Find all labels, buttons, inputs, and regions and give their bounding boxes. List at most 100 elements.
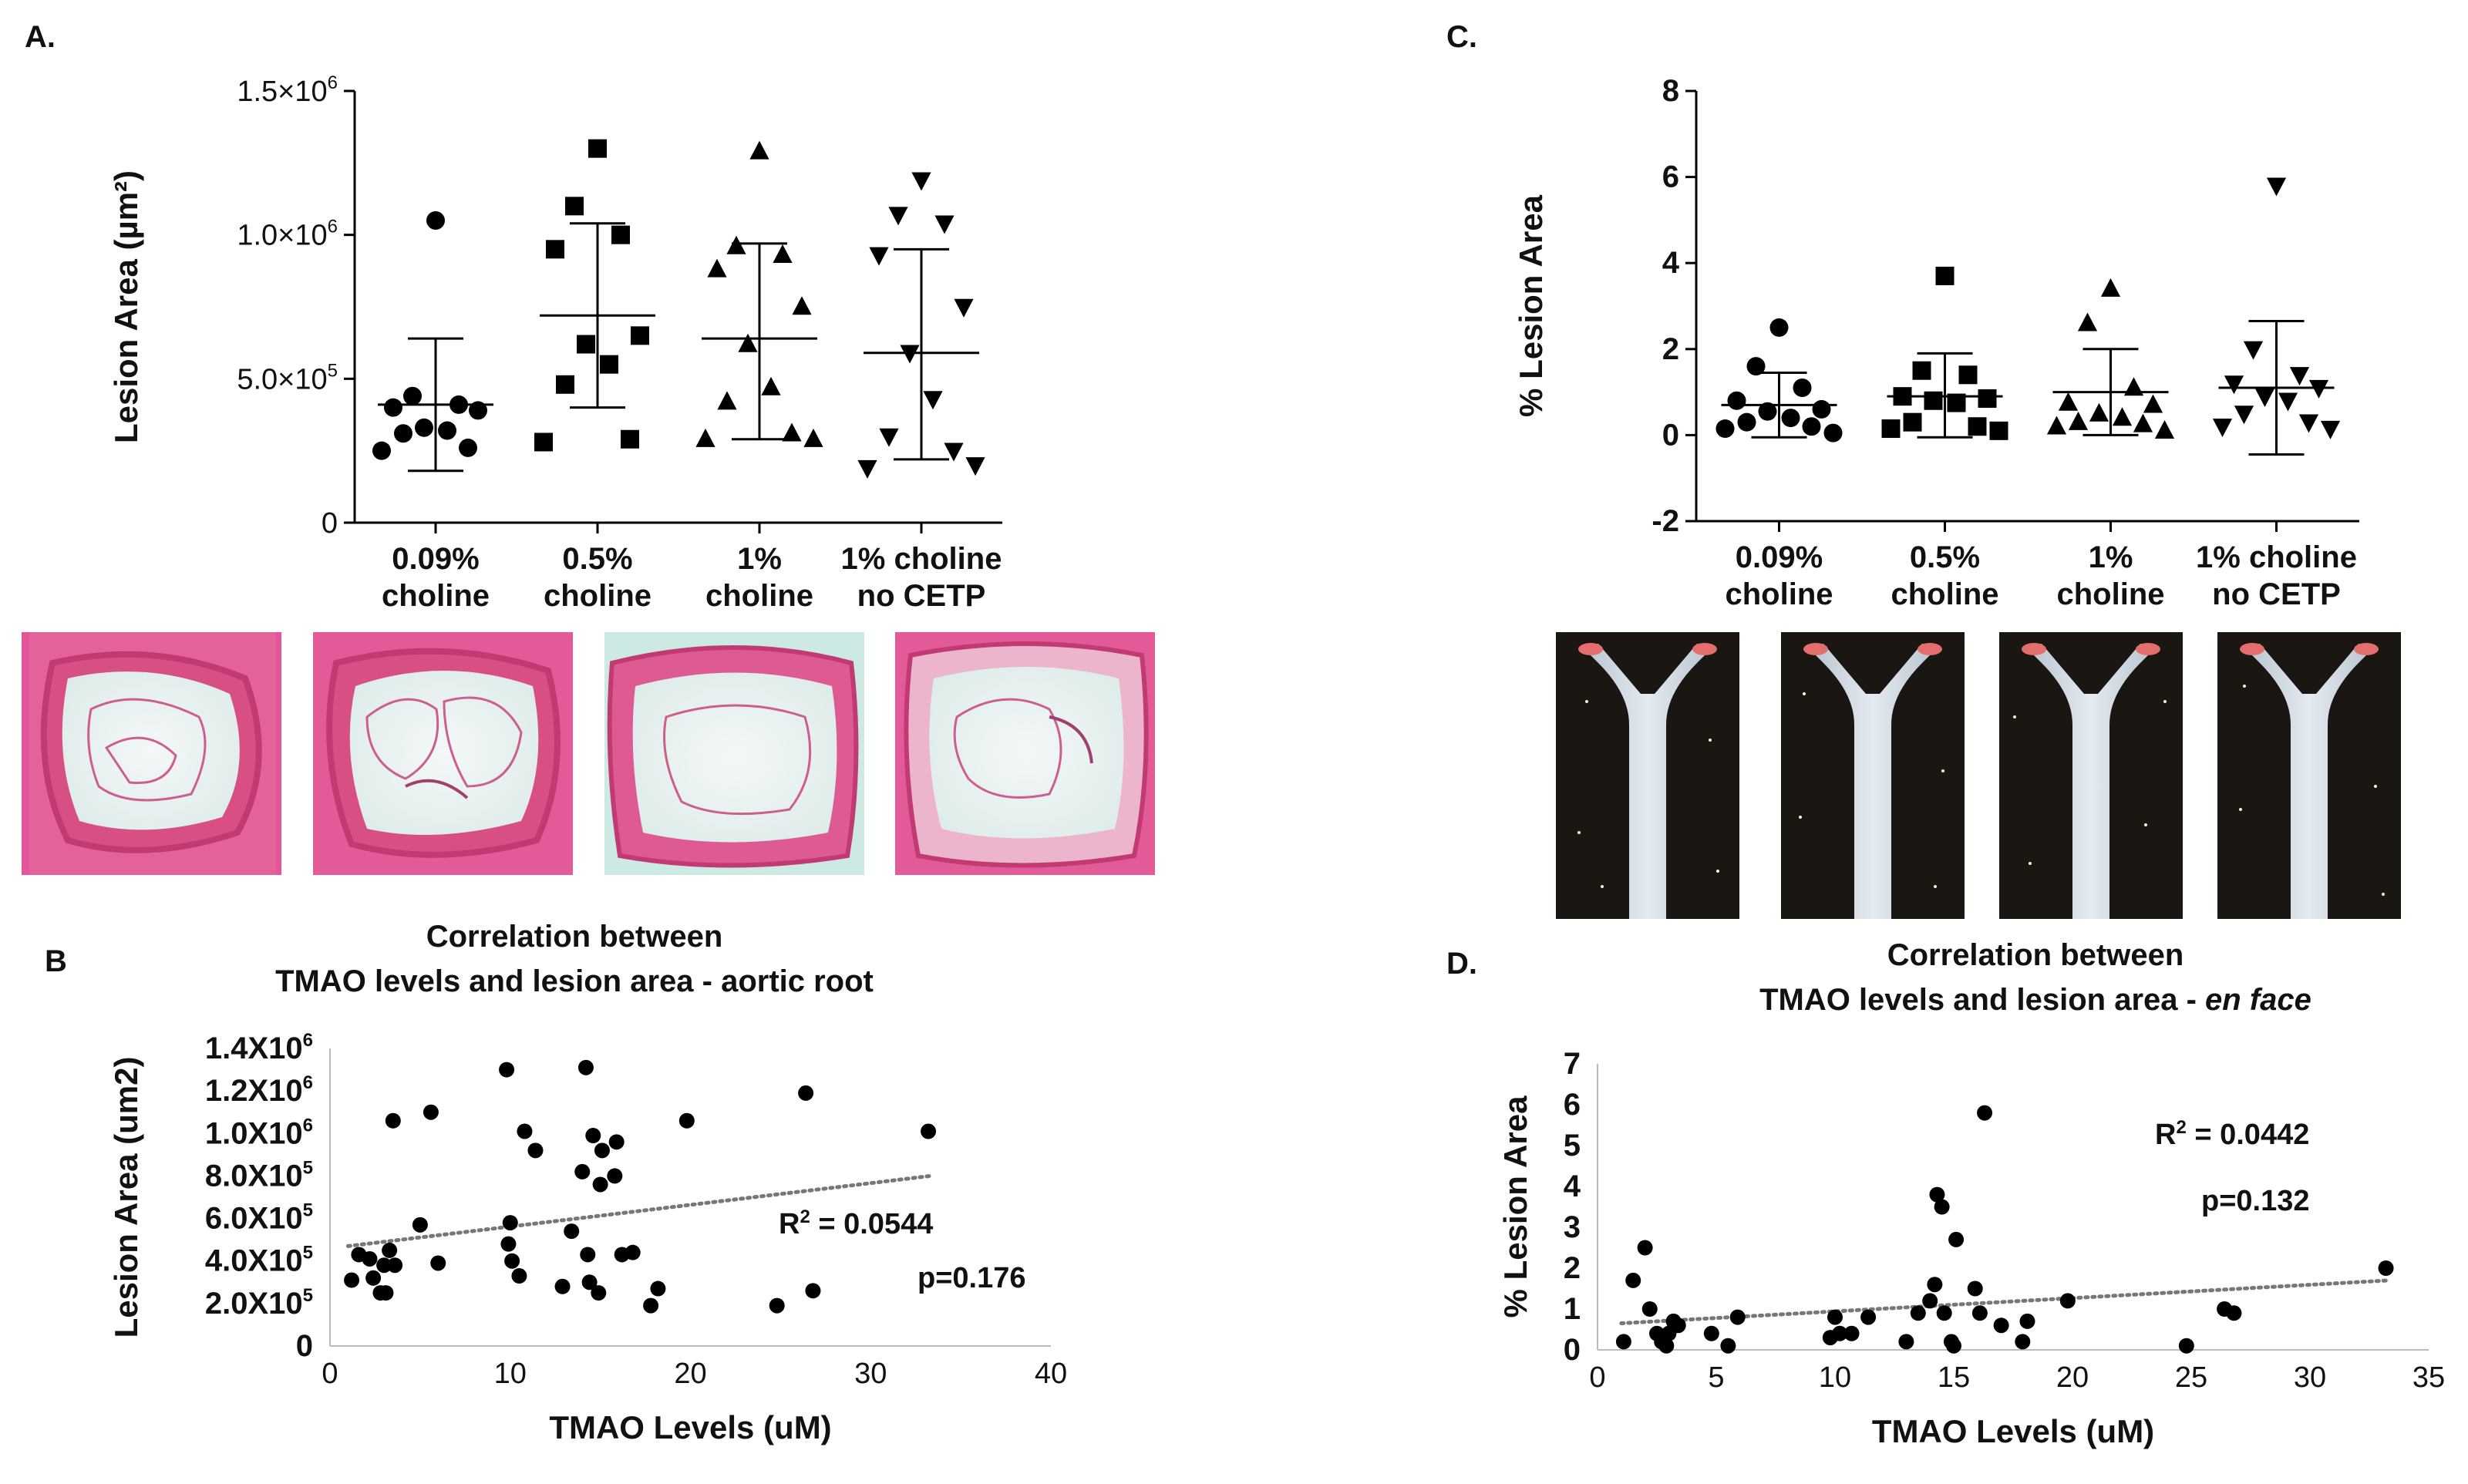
category-label: 0.09% bbox=[1736, 540, 1823, 574]
data-point bbox=[2226, 1305, 2242, 1321]
data-point bbox=[577, 335, 595, 354]
data-point bbox=[2278, 392, 2298, 412]
aorta-image-strip bbox=[1556, 632, 2401, 919]
data-point bbox=[500, 1236, 517, 1252]
data-point bbox=[792, 296, 812, 315]
y-tick-label: 6 bbox=[1662, 160, 1679, 194]
y-tick-label: 1.5×106 bbox=[237, 72, 338, 108]
data-point bbox=[769, 1297, 785, 1314]
data-point bbox=[805, 1283, 821, 1299]
data-point bbox=[1703, 1325, 1719, 1341]
y-tick-label: 0 bbox=[1564, 1333, 1581, 1367]
data-point bbox=[592, 1176, 608, 1193]
data-point bbox=[415, 418, 433, 437]
data-point bbox=[782, 422, 802, 442]
data-point bbox=[564, 1223, 580, 1240]
data-point bbox=[1948, 1231, 1965, 1247]
data-point bbox=[2059, 1293, 2076, 1309]
data-point bbox=[934, 215, 955, 234]
y-tick-label: 2.0X105 bbox=[205, 1285, 313, 1321]
data-point bbox=[1737, 412, 1756, 432]
y-axis-label: % Lesion Area bbox=[1513, 194, 1549, 417]
data-point bbox=[611, 225, 630, 244]
data-point bbox=[607, 1168, 623, 1184]
chart-title-line-1: Correlation between bbox=[426, 920, 723, 954]
data-point bbox=[2068, 411, 2089, 430]
data-point bbox=[2133, 413, 2153, 432]
y-tick-label: 8.0X105 bbox=[205, 1157, 313, 1193]
category-label: choline bbox=[382, 579, 490, 613]
data-point bbox=[449, 395, 468, 414]
aorta-image-3 bbox=[1999, 632, 2183, 919]
data-point bbox=[385, 1112, 401, 1129]
data-point bbox=[707, 258, 727, 278]
data-point bbox=[430, 1255, 446, 1271]
data-point bbox=[608, 1134, 625, 1150]
category-label: 1% bbox=[2089, 540, 2133, 574]
data-point bbox=[580, 1247, 596, 1263]
histology-image-4 bbox=[895, 632, 1155, 875]
data-point bbox=[1922, 1293, 1938, 1309]
data-point bbox=[2320, 420, 2341, 439]
data-point bbox=[921, 1123, 937, 1139]
data-point bbox=[2100, 278, 2121, 297]
data-point bbox=[1658, 1338, 1675, 1354]
r-squared-label: R2 = 0.0442 bbox=[2155, 1117, 2309, 1151]
y-tick-label: 4 bbox=[1564, 1169, 1581, 1203]
data-point bbox=[2154, 420, 2175, 439]
data-point bbox=[511, 1268, 527, 1284]
panel-label-d: D. bbox=[1446, 947, 1477, 981]
data-point bbox=[1758, 402, 1777, 421]
data-point bbox=[803, 428, 823, 447]
data-point bbox=[459, 438, 477, 457]
data-point bbox=[412, 1216, 428, 1233]
data-point bbox=[1968, 417, 1987, 436]
data-point bbox=[695, 428, 715, 447]
data-point bbox=[869, 247, 889, 266]
data-point bbox=[643, 1297, 659, 1314]
data-point bbox=[1910, 1305, 1926, 1321]
x-tick-label: 20 bbox=[2056, 1361, 2089, 1394]
data-point bbox=[1971, 1305, 1988, 1321]
trendline bbox=[345, 1173, 932, 1248]
data-point bbox=[1641, 1301, 1658, 1317]
y-tick-label: 0 bbox=[1662, 418, 1679, 452]
y-tick-label: 4.0X105 bbox=[205, 1243, 313, 1278]
data-point bbox=[1893, 387, 1912, 406]
data-point bbox=[2143, 394, 2163, 413]
data-point bbox=[625, 1244, 641, 1260]
trendline bbox=[1619, 1278, 2391, 1326]
category-label: 1% choline bbox=[2196, 540, 2357, 574]
y-tick-label: 1.0X106 bbox=[205, 1115, 313, 1150]
panel-label-c: C. bbox=[1446, 20, 1477, 54]
data-point bbox=[2378, 1260, 2394, 1276]
x-tick-label: 10 bbox=[494, 1358, 527, 1390]
data-point bbox=[378, 1285, 394, 1301]
data-point bbox=[1946, 1338, 1961, 1354]
data-point bbox=[438, 421, 456, 440]
y-axis-label: % Lesion Area bbox=[1497, 1095, 1534, 1318]
data-point bbox=[650, 1280, 666, 1297]
y-tick-label: 1.0×106 bbox=[237, 217, 338, 252]
chart-title-line-2: TMAO levels and lesion area - aortic roo… bbox=[275, 964, 874, 998]
data-point bbox=[726, 235, 746, 254]
data-point bbox=[585, 1128, 601, 1144]
data-point bbox=[423, 1104, 439, 1120]
y-tick-label: 6 bbox=[1564, 1088, 1581, 1122]
data-point bbox=[554, 1278, 571, 1294]
y-tick-label: 5 bbox=[1564, 1129, 1581, 1163]
y-tick-label: 4 bbox=[1662, 246, 1680, 280]
data-point bbox=[1769, 318, 1789, 337]
data-point bbox=[600, 355, 618, 374]
data-point bbox=[2224, 375, 2244, 395]
data-point bbox=[344, 1272, 360, 1288]
data-point bbox=[2058, 392, 2079, 411]
data-point bbox=[1729, 1309, 1746, 1325]
x-tick-label: 30 bbox=[854, 1358, 887, 1390]
data-point bbox=[376, 1257, 392, 1274]
data-point bbox=[362, 1250, 378, 1267]
y-tick-label: 7 bbox=[1564, 1047, 1581, 1081]
data-point bbox=[581, 1274, 598, 1291]
category-label: 0.5% bbox=[562, 542, 632, 576]
y-tick-label: 8 bbox=[1662, 74, 1679, 108]
